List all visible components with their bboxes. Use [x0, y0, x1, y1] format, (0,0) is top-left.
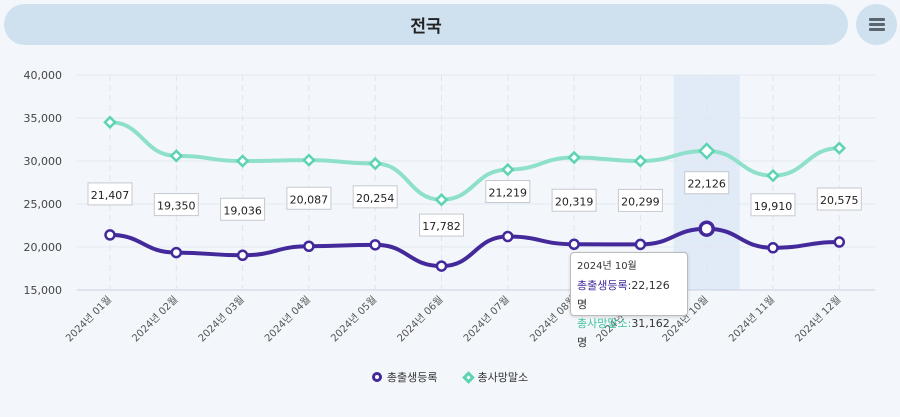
data-label-box [286, 186, 332, 210]
death-point [368, 156, 382, 171]
data-label: 19,910 [750, 193, 796, 217]
data-label-box [352, 185, 398, 209]
birth-point [170, 246, 183, 259]
birth-point [767, 242, 779, 254]
data-label-box [419, 213, 464, 237]
data-label-text: 20,319 [555, 195, 594, 208]
menu-button[interactable] [856, 4, 897, 45]
data-label-text: 22,126 [687, 178, 726, 191]
data-label-box [551, 188, 597, 212]
x-tick-label: 2024년 12월 [793, 294, 844, 345]
tooltip-date: 2024년 10월 [577, 261, 637, 272]
tooltip-death-value: 31,162 명 [577, 317, 670, 349]
death-point [633, 154, 648, 168]
data-label-text: 21,407 [91, 189, 130, 202]
x-tick-label: 2024년 04월 [262, 294, 313, 345]
data-label-text: 17,782 [422, 220, 461, 233]
y-tick-label: 20,000 [24, 241, 63, 254]
birth-point [104, 229, 116, 241]
data-label-text: 20,299 [621, 195, 660, 208]
death-point [169, 149, 184, 163]
data-label-text: 20,087 [290, 193, 329, 206]
page-title-bar: 전국 [4, 4, 848, 45]
data-label: 21,219 [485, 180, 531, 204]
data-label: 20,254 [352, 185, 398, 209]
birth-point [435, 260, 448, 272]
birth-point [568, 238, 580, 251]
y-tick-label: 35,000 [24, 112, 63, 125]
data-label-text: 19,910 [754, 200, 793, 213]
x-tick-label: 2024년 11월 [726, 294, 777, 345]
line-chart: 40,00035,00030,00025,00020,00015,0002024… [24, 69, 875, 345]
birth-series-line [109, 226, 840, 269]
legend-label-birth: 총출생등록 [386, 371, 438, 384]
death-point [567, 150, 581, 165]
legend-item-death[interactable]: 총사망말소 [461, 369, 529, 385]
death-point [697, 142, 716, 160]
data-label: 20,087 [286, 186, 332, 210]
data-label: 20,299 [617, 188, 663, 212]
data-label-box [87, 182, 133, 206]
birth-point [833, 236, 846, 248]
birth-point [698, 220, 715, 237]
birth-point [502, 230, 514, 243]
page-title: 전국 [410, 17, 442, 37]
legend-item-birth[interactable]: 총출생등록 [371, 369, 438, 385]
death-series-line [109, 120, 840, 202]
death-point [766, 168, 780, 183]
data-label-text: 20,575 [820, 194, 859, 207]
y-tick-label: 15,000 [24, 284, 63, 297]
x-tick-label: 2024년 06월 [395, 294, 446, 345]
death-point [434, 192, 449, 207]
legend-label-death: 총사망말소 [477, 371, 529, 384]
chart-legend: 총출생등록 총사망말소 [0, 369, 900, 385]
birth-point [236, 249, 249, 262]
birth-point [634, 238, 647, 251]
data-label-box [485, 180, 531, 204]
death-point [302, 153, 316, 167]
data-label: 20,319 [551, 188, 597, 212]
data-label-box [153, 193, 199, 217]
data-label: 19,350 [153, 193, 199, 217]
data-label-text: 21,219 [489, 187, 528, 200]
death-point [235, 154, 250, 168]
diamond-marker-icon [461, 370, 475, 384]
data-label-text: 20,254 [356, 192, 395, 205]
birth-point [303, 240, 315, 253]
data-label-box [750, 193, 796, 217]
birth-point [369, 239, 381, 251]
tooltip-birth-label: 총출생등록: [577, 279, 632, 292]
x-tick-label: 2024년 03월 [196, 294, 247, 345]
data-label-text: 19,350 [157, 200, 196, 213]
x-tick-label: 2024년 01월 [63, 294, 114, 345]
data-label: 21,407 [87, 182, 133, 206]
y-tick-label: 30,000 [24, 155, 63, 168]
death-point [501, 162, 515, 177]
data-label: 19,036 [220, 197, 266, 221]
y-tick-label: 25,000 [24, 198, 63, 211]
y-tick-label: 40,000 [24, 69, 63, 82]
menu-icon [868, 16, 885, 33]
death-point [832, 141, 847, 155]
death-point [103, 115, 117, 130]
tooltip-birth-value: 22,126 명 [577, 279, 670, 311]
circle-marker-icon [371, 372, 382, 382]
data-label-box [816, 187, 862, 211]
data-label-box [617, 188, 663, 212]
data-label-box [220, 197, 266, 221]
tooltip-death-label: 총사망말소: [577, 317, 632, 330]
data-label-text: 19,036 [223, 204, 262, 217]
chart-tooltip: 2024년 10월 총출생등록:22,126 명 총사망말소:31,162 명 [570, 252, 688, 349]
data-label-box [684, 171, 730, 195]
data-label: 20,575 [816, 187, 862, 211]
data-label: 22,126 [684, 171, 730, 195]
x-tick-label: 2024년 02월 [130, 294, 181, 345]
data-label: 17,782 [419, 213, 464, 237]
x-tick-label: 2024년 05월 [329, 294, 380, 345]
x-tick-label: 2024년 07월 [461, 294, 512, 345]
